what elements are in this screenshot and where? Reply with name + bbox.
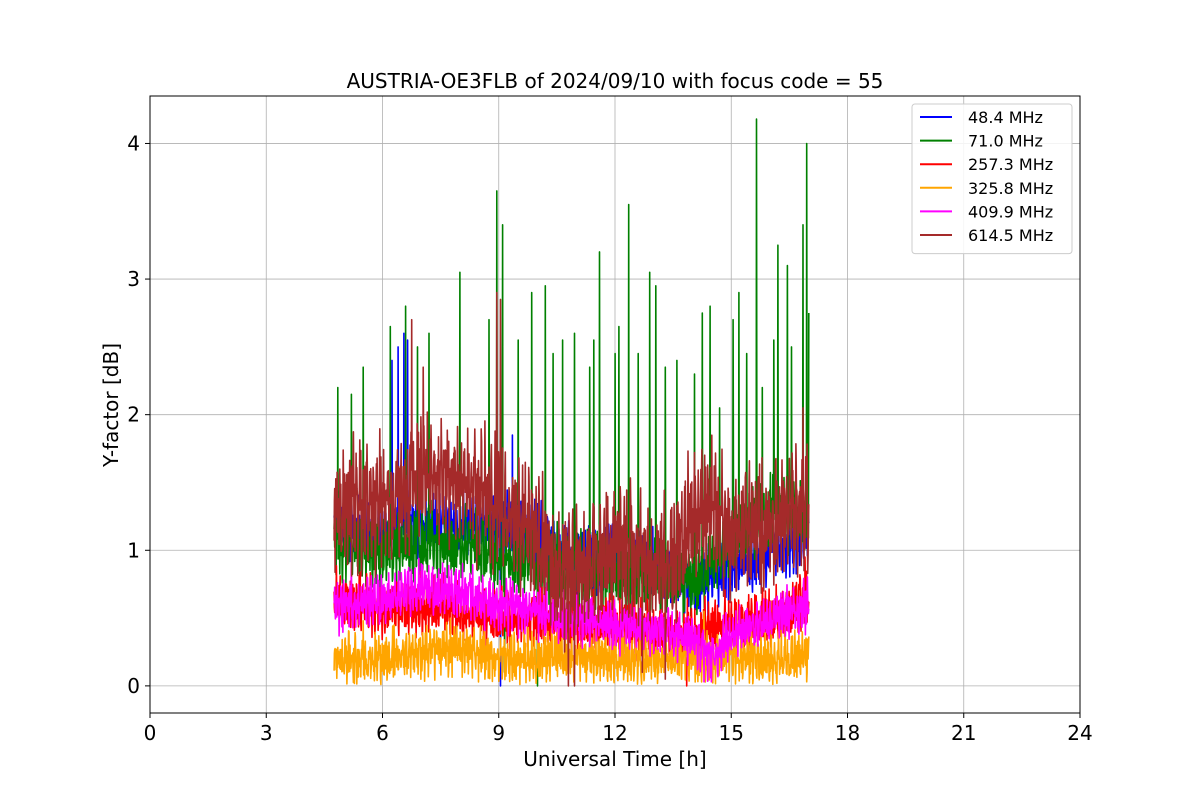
x-tick-label: 12 bbox=[602, 721, 627, 745]
x-tick-label: 18 bbox=[835, 721, 860, 745]
legend-label: 325.8 MHz bbox=[968, 179, 1053, 198]
y-axis: 0 1 2 3 4 bbox=[127, 131, 150, 698]
legend-label: 71.0 MHz bbox=[968, 132, 1043, 151]
legend-label: 409.9 MHz bbox=[968, 202, 1053, 221]
y-tick-label: 1 bbox=[127, 538, 140, 562]
chart-title: AUSTRIA-OE3FLB of 2024/09/10 with focus … bbox=[347, 69, 884, 93]
y-tick-label: 2 bbox=[127, 403, 140, 427]
x-axis-label: Universal Time [h] bbox=[523, 747, 706, 771]
x-tick-label: 6 bbox=[376, 721, 389, 745]
legend-label: 614.5 MHz bbox=[968, 226, 1053, 245]
x-tick-label: 15 bbox=[719, 721, 744, 745]
y-axis-label: Y-factor [dB] bbox=[99, 343, 123, 468]
y-tick-label: 3 bbox=[127, 267, 140, 291]
series-layer bbox=[333, 118, 810, 687]
x-tick-label: 9 bbox=[492, 721, 505, 745]
legend: 48.4 MHz 71.0 MHz 257.3 MHz 325.8 MHz 40… bbox=[911, 103, 1073, 255]
legend-label: 48.4 MHz bbox=[968, 108, 1043, 127]
series-line-3 bbox=[333, 610, 810, 686]
x-tick-label: 3 bbox=[260, 721, 273, 745]
series-line-5 bbox=[333, 291, 810, 687]
y-tick-label: 0 bbox=[127, 674, 140, 698]
x-tick-label: 0 bbox=[144, 721, 157, 745]
legend-label: 257.3 MHz bbox=[968, 155, 1053, 174]
x-axis: 0 3 6 9 12 15 18 21 24 bbox=[144, 713, 1093, 745]
y-tick-label: 4 bbox=[127, 131, 140, 155]
x-tick-label: 21 bbox=[951, 721, 976, 745]
grid bbox=[150, 96, 1080, 713]
x-tick-label: 24 bbox=[1067, 721, 1092, 745]
